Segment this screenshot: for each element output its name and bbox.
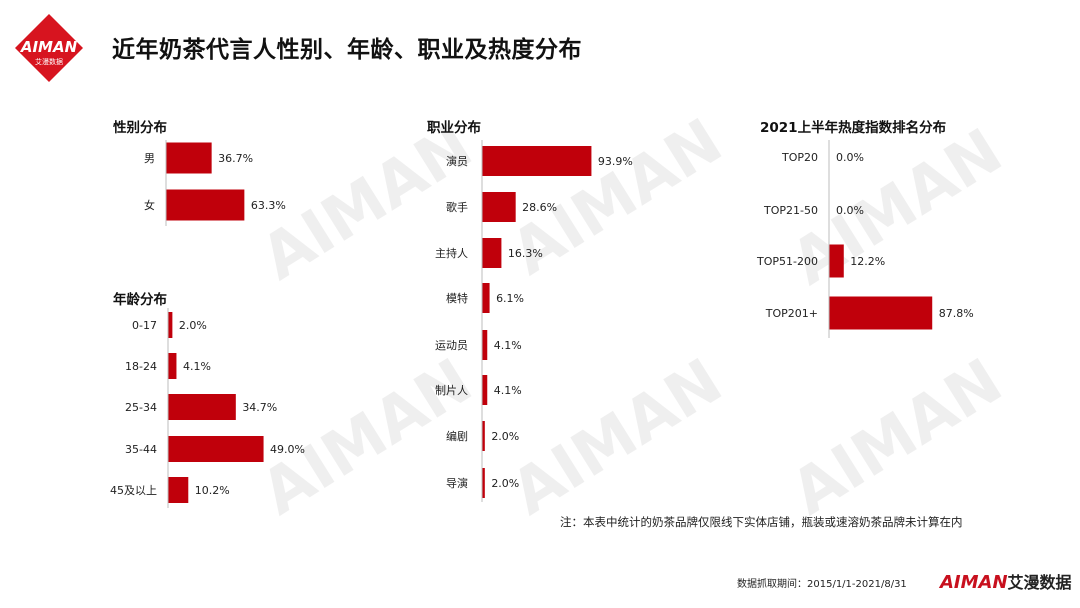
occupation-category-label: 演员: [446, 154, 468, 168]
age-value-label: 4.1%: [183, 360, 211, 373]
occupation-bar: [482, 192, 516, 222]
heat-category-label: TOP201+: [765, 307, 818, 320]
occupation-value-label: 28.6%: [522, 201, 557, 214]
age-bar: [168, 436, 264, 462]
occupation-bar: [482, 146, 592, 176]
footnote: 注：本表中统计的奶茶品牌仅限线下实体店铺，瓶装或速溶奶茶品牌未计算在内: [560, 515, 963, 529]
age-bar: [168, 394, 236, 420]
footer-brand: AIMAN艾漫数据: [940, 569, 1072, 593]
occupation-category-label: 主持人: [435, 246, 468, 260]
occupation-bar: [482, 468, 485, 498]
gender-value-label: 63.3%: [251, 199, 286, 212]
aiman-logo: AIMAN 艾漫数据: [15, 14, 83, 82]
occupation-bar: [482, 330, 488, 360]
gender-category-label: 女: [144, 198, 155, 212]
age-bar: [168, 477, 189, 503]
heat-value-label: 0.0%: [836, 151, 864, 164]
occupation-value-label: 4.1%: [494, 339, 522, 352]
gender-category-label: 男: [144, 152, 155, 165]
svg-text:AIMAN: AIMAN: [20, 38, 78, 56]
heat-bar: [829, 244, 844, 278]
occupation-bar: [482, 421, 485, 451]
age-value-label: 49.0%: [270, 443, 305, 456]
occupation-value-label: 6.1%: [496, 292, 524, 305]
occupation-bar: [482, 283, 490, 313]
heat-value-label: 0.0%: [836, 204, 864, 217]
occupation-value-label: 4.1%: [494, 384, 522, 397]
occupation-category-label: 运动员: [435, 339, 468, 352]
age-value-label: 34.7%: [242, 401, 277, 414]
heat-value-label: 87.8%: [939, 307, 974, 320]
occupation-category-label: 制片人: [435, 384, 468, 397]
age-category-label: 45及以上: [110, 484, 157, 497]
svg-text:艾漫数据: 艾漫数据: [35, 57, 63, 66]
footer-brand-en: AIMAN: [940, 572, 1008, 593]
age-category-label: 18-24: [125, 360, 157, 373]
gender-chart-title: 性别分布: [113, 120, 167, 136]
age-category-label: 35-44: [125, 443, 157, 456]
occupation-value-label: 2.0%: [491, 477, 519, 490]
heat-category-label: TOP21-50: [763, 204, 818, 217]
page-title: 近年奶茶代言人性别、年龄、职业及热度分布: [112, 37, 582, 63]
age-chart-title: 年龄分布: [113, 292, 167, 308]
heat-category-label: TOP20: [781, 151, 818, 164]
gender-value-label: 36.7%: [218, 152, 253, 165]
occupation-value-label: 2.0%: [491, 430, 519, 443]
occupation-bar: [482, 375, 488, 405]
age-value-label: 10.2%: [195, 484, 230, 497]
age-bar: [168, 312, 173, 338]
gender-bar: [166, 142, 212, 174]
footer-brand-cn: 艾漫数据: [1007, 573, 1072, 592]
occupation-bar: [482, 238, 502, 268]
heat-category-label: TOP51-200: [756, 255, 818, 268]
occupation-value-label: 93.9%: [598, 155, 633, 168]
age-category-label: 0-17: [132, 319, 157, 332]
gender-bar: [166, 189, 245, 221]
heat-bar: [829, 296, 933, 330]
occupation-category-label: 歌手: [446, 200, 468, 214]
age-value-label: 2.0%: [179, 319, 207, 332]
occupation-category-label: 编剧: [446, 429, 468, 443]
age-category-label: 25-34: [125, 401, 157, 414]
occupation-chart-title: 职业分布: [427, 120, 481, 136]
occupation-value-label: 16.3%: [508, 247, 543, 260]
heat-chart-title: 2021上半年热度指数排名分布: [760, 120, 947, 136]
heat-value-label: 12.2%: [850, 255, 885, 268]
data-date-range: 数据抓取期间：2015/1/1-2021/8/31: [737, 579, 907, 590]
occupation-category-label: 导演: [446, 476, 468, 490]
age-bar: [168, 353, 177, 379]
occupation-category-label: 模特: [446, 291, 468, 305]
